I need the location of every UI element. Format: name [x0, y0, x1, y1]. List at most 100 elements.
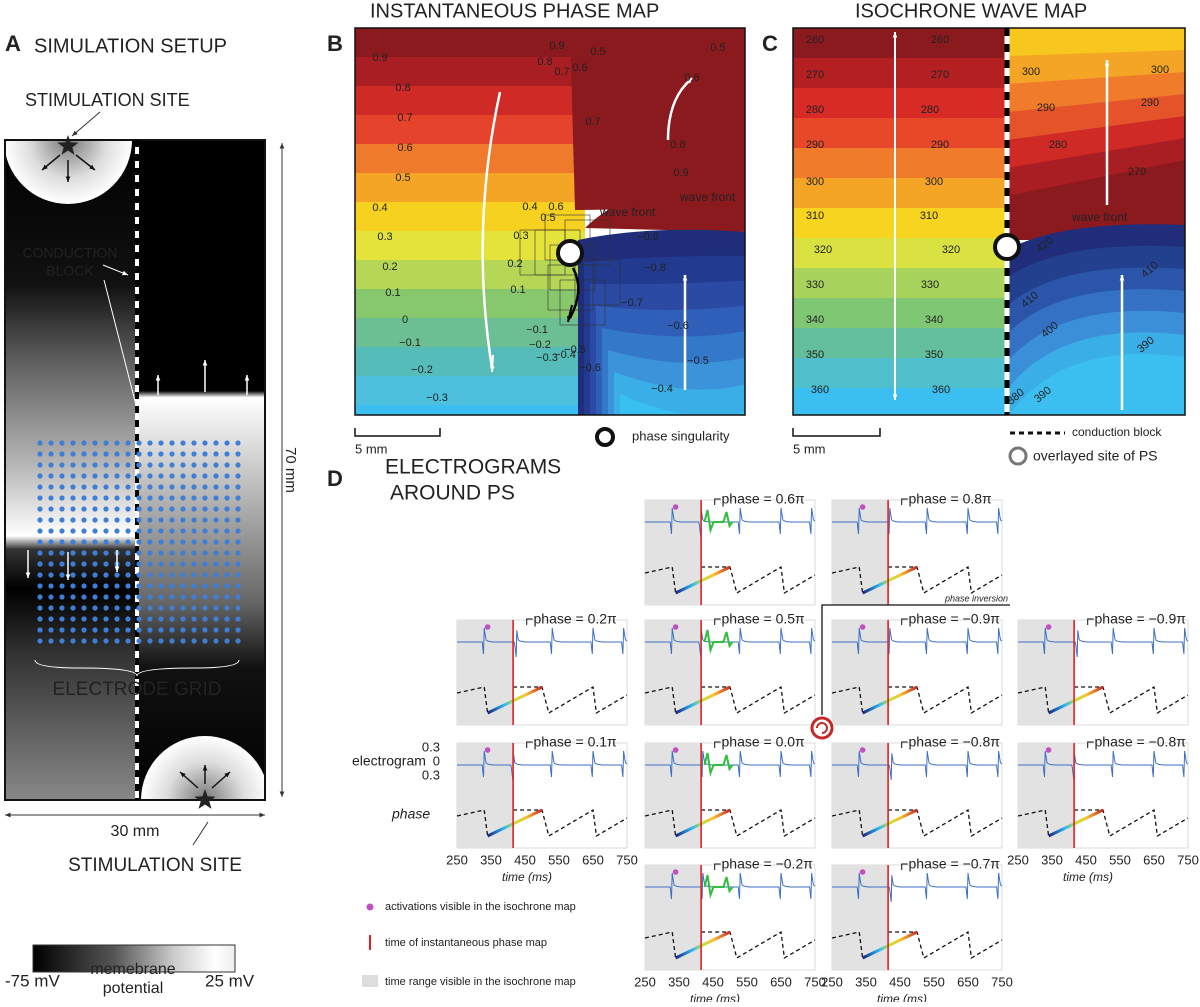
electrode — [202, 550, 208, 556]
electrode — [213, 473, 219, 479]
marker — [714, 863, 721, 870]
electrode — [125, 638, 131, 644]
iso-map — [793, 28, 1185, 415]
arrow-head — [682, 275, 688, 281]
marker — [901, 618, 908, 625]
phase-label: phase = 0.0π — [722, 734, 806, 750]
phase-label: phase = 0.1π — [534, 734, 618, 750]
electrode — [37, 517, 43, 523]
electrode — [103, 484, 109, 490]
electrode — [213, 484, 219, 490]
arrow-head — [25, 572, 31, 578]
electrode — [147, 616, 153, 622]
label: 0.3 — [422, 767, 440, 782]
electrode — [202, 638, 208, 644]
contour-label: 340 — [806, 314, 824, 326]
contour-label: −0.7 — [621, 297, 643, 309]
electrode — [114, 484, 120, 490]
contour-label: 0.5 — [590, 46, 605, 58]
electrode — [224, 638, 230, 644]
electrode — [48, 473, 54, 479]
electrode — [191, 605, 197, 611]
electrode — [103, 506, 109, 512]
contour-label: 0.9 — [372, 52, 387, 64]
x-tick-label: 250 — [1007, 852, 1029, 867]
electrode — [37, 627, 43, 633]
x-tick-label: 350 — [480, 852, 502, 867]
x-tick-label: 750 — [804, 974, 826, 989]
contour-label: 0.3 — [513, 230, 528, 242]
electrode — [235, 594, 241, 600]
iso-band — [793, 358, 1007, 389]
electrode — [125, 561, 131, 567]
electrode — [70, 506, 76, 512]
electrode — [191, 594, 197, 600]
electrode — [81, 517, 87, 523]
electrode — [92, 572, 98, 578]
electrogram-trace — [832, 750, 1003, 781]
electrode — [202, 572, 208, 578]
phase-saw — [1017, 808, 1189, 838]
electrode — [92, 594, 98, 600]
contour-label: 0.2 — [382, 261, 397, 273]
electrode — [37, 528, 43, 534]
phase-band — [355, 289, 585, 319]
iso-range — [832, 500, 889, 605]
electrode — [59, 462, 65, 468]
phase-saw — [644, 930, 816, 960]
electrode — [103, 561, 109, 567]
contour-label: 0.2 — [507, 258, 522, 270]
x-tick-label: 650 — [770, 974, 792, 989]
arrow — [71, 111, 101, 137]
electrode — [169, 616, 175, 622]
electrode — [147, 473, 153, 479]
electrode — [191, 539, 197, 545]
electrode — [37, 561, 43, 567]
electrode — [202, 583, 208, 589]
electrode — [125, 440, 131, 446]
curve-arrow — [481, 91, 502, 369]
iso-range — [645, 500, 702, 605]
electrode — [202, 517, 208, 523]
contour-label: −0.8 — [644, 262, 666, 274]
x-tick-label: 350 — [668, 974, 690, 989]
electrogram-cell — [1017, 741, 1189, 849]
electrode — [125, 517, 131, 523]
electrogram-cell — [1017, 618, 1189, 726]
arrow-head — [244, 375, 250, 381]
ps-icon — [595, 427, 615, 447]
contour-label: 0.3 — [377, 231, 392, 243]
electrode — [224, 451, 230, 457]
electrode — [235, 638, 241, 644]
phase-band — [585, 183, 745, 232]
electrode — [202, 484, 208, 490]
contour-label: 350 — [925, 349, 943, 361]
electrode — [180, 605, 186, 611]
electrode — [37, 495, 43, 501]
arrow-head — [72, 130, 78, 136]
electrode — [48, 539, 54, 545]
iso-band — [793, 328, 1007, 359]
electrode — [103, 605, 109, 611]
electrode — [81, 583, 87, 589]
x-tick-label: 650 — [957, 974, 979, 989]
electrode — [202, 495, 208, 501]
electrogram-trace — [832, 872, 1003, 903]
electrode — [92, 462, 98, 468]
electrode — [125, 473, 131, 479]
electrode — [180, 462, 186, 468]
phase-band — [355, 115, 585, 145]
electrode — [81, 451, 87, 457]
contour-label: 310 — [920, 210, 938, 222]
panel-letter: C — [762, 31, 778, 56]
contour-label: −0.4 — [554, 349, 576, 361]
electrode — [224, 583, 230, 589]
phase-label: phase = −0.8π — [1095, 734, 1187, 750]
electrode — [59, 484, 65, 490]
electrode — [158, 550, 164, 556]
activation-dot — [859, 869, 866, 875]
electrode — [48, 440, 54, 446]
arrow-head — [65, 176, 71, 182]
phase-label: phase = −0.9π — [1095, 611, 1187, 627]
electrode — [81, 627, 87, 633]
